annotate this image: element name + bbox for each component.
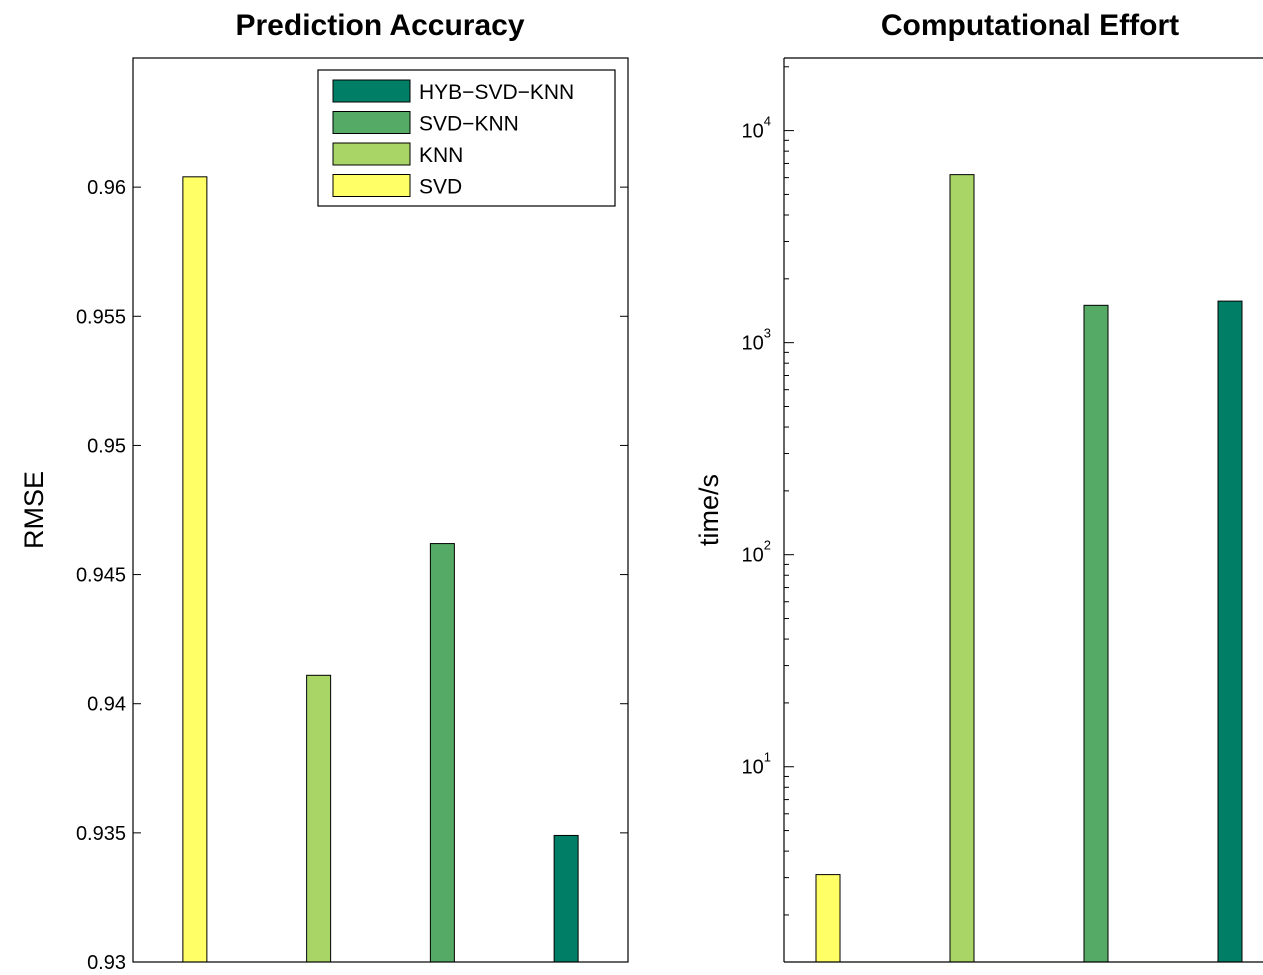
bar-knn <box>949 174 975 963</box>
chart-prediction-accuracy: Prediction Accuracy RMSE 0.930.9350.940.… <box>19 9 629 974</box>
bar-svd <box>815 874 841 963</box>
y-tick-label: 0.94 <box>87 694 126 716</box>
legend-swatch <box>332 174 411 197</box>
y-tick-label: 0.95 <box>87 435 126 457</box>
bar-hyb-svd-knn <box>1217 300 1243 963</box>
bar-knn <box>306 674 332 963</box>
legend-label: SVD <box>419 176 462 199</box>
y-tick-label: 0.935 <box>76 823 126 845</box>
y-tick-label: 0.96 <box>87 177 126 199</box>
y-tick-label: 101 <box>742 750 771 779</box>
legend-swatch <box>332 142 411 166</box>
legend-label: KNN <box>419 144 463 167</box>
legend: HYB−SVD−KNN SVD−KNN KNN SVD <box>317 69 616 207</box>
y-tick-label: 103 <box>742 326 771 355</box>
plot-frame <box>132 57 629 963</box>
y-tick-label: 0.945 <box>76 565 126 587</box>
chart-computational-effort: Computational Effort time/s 101 102 103 104 <box>694 9 1263 963</box>
legend-swatch <box>332 111 411 134</box>
legend-swatch <box>332 79 411 103</box>
chart-title: Computational Effort <box>881 9 1179 42</box>
y-tick-label: 0.955 <box>76 306 126 328</box>
bars <box>182 176 579 963</box>
y-axis-label: RMSE <box>19 471 49 549</box>
bars <box>815 174 1243 963</box>
y-axis-ticks: 101 102 103 104 <box>742 66 794 916</box>
y-tick-label: 102 <box>742 538 771 567</box>
chart-title: Prediction Accuracy <box>236 9 525 42</box>
bar-svd <box>182 176 208 963</box>
bar-hyb-svd-knn <box>553 834 579 963</box>
legend-label: HYB−SVD−KNN <box>419 81 574 104</box>
bar-svd-knn <box>429 543 455 963</box>
y-axis-label: time/s <box>694 474 724 546</box>
legend-label: SVD−KNN <box>419 113 519 136</box>
bar-svd-knn <box>1083 304 1109 963</box>
y-tick-label: 0.93 <box>87 952 126 974</box>
y-tick-label: 104 <box>742 114 771 143</box>
y-axis-ticks: 0.93 0.935 0.94 0.945 0.95 0.955 0.96 <box>76 177 628 974</box>
